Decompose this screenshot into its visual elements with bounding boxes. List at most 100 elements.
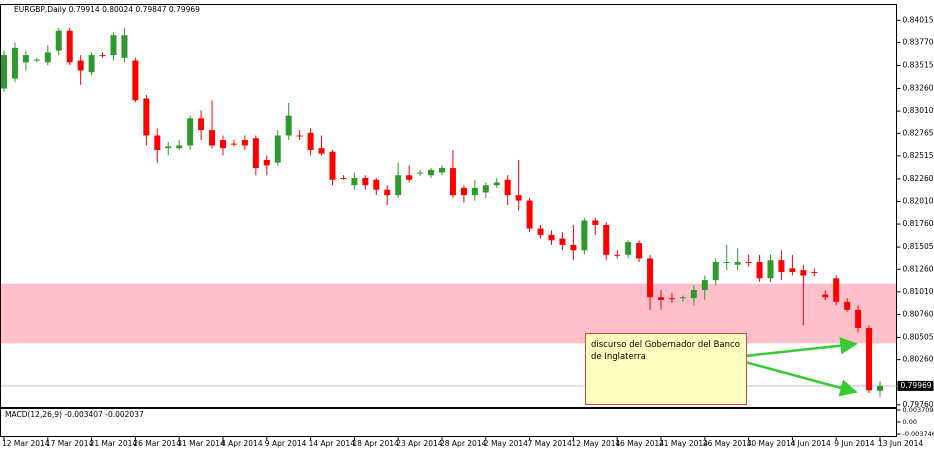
candle-body <box>471 187 478 196</box>
candle-body <box>373 179 380 190</box>
candle-body <box>285 115 292 136</box>
arrow <box>744 360 858 397</box>
candle-body <box>132 60 139 101</box>
x-tick-label: 26 May 2014 <box>703 439 752 448</box>
candle-body <box>460 187 467 196</box>
candle-body <box>877 385 883 391</box>
candle-body <box>679 297 686 299</box>
candle-body <box>712 262 719 281</box>
candle-body <box>88 55 95 73</box>
x-tick-label: 2 May 2014 <box>484 439 528 448</box>
y-tick-label: 0.82515 <box>903 151 934 160</box>
candle-body <box>121 35 128 58</box>
candle-body <box>77 60 84 71</box>
candle-body <box>811 271 818 273</box>
candle-body <box>154 135 161 150</box>
candle-body <box>384 189 391 196</box>
x-tick-label: 21 Mar 2014 <box>90 439 138 448</box>
y-tick-label: 0.84015 <box>903 15 934 24</box>
candle-body <box>439 168 445 173</box>
candle-body <box>701 280 708 291</box>
candle-body <box>756 262 763 279</box>
price-label: 0.79969 <box>901 381 932 390</box>
y-tick-label: 0.83010 <box>903 106 934 115</box>
candle-body <box>559 238 566 245</box>
symbol: EURGBP,Daily <box>14 5 67 14</box>
y-tick-label: 0.82010 <box>903 196 934 205</box>
candle-body <box>318 148 325 154</box>
candle-body <box>230 143 237 145</box>
macd-header: MACD(12,26,9) -0.003407 -0.002037 <box>5 410 144 419</box>
candle-body <box>636 243 643 259</box>
candle-body <box>493 182 500 186</box>
candle-body <box>55 30 62 51</box>
macd-pane <box>0 408 897 437</box>
annotation-box: discurso del Gobernador del Banco de Ing… <box>585 333 747 405</box>
y-tick-label: 0.83515 <box>903 60 934 69</box>
candle-body <box>767 260 774 279</box>
main-layer: 0.84015 0.83770 0.83515 0.83260 0.83010 0.827… <box>1 15 934 448</box>
candle-body <box>625 242 632 255</box>
candle-body <box>362 177 369 186</box>
candle-body <box>110 35 117 56</box>
y-tick-label: 0.83260 <box>903 84 934 93</box>
y-tick-label: 0.81010 <box>903 287 934 296</box>
candle-body <box>406 175 413 180</box>
candle-body <box>263 159 270 166</box>
price-zone <box>1 283 896 344</box>
candle-body <box>658 297 664 300</box>
candle-body <box>581 220 588 251</box>
candle-body <box>220 140 226 149</box>
x-tick-label: 18 Apr 2014 <box>352 439 399 448</box>
candle-body <box>504 179 511 196</box>
macd-tick-label: -0.003746 <box>903 430 934 438</box>
candle-body <box>647 258 654 298</box>
header-open: 0.79914 <box>69 5 100 14</box>
x-tick-label: 4 Apr 2014 <box>221 439 263 448</box>
x-tick-label: 30 May 2014 <box>747 439 796 448</box>
candle-body <box>668 298 675 300</box>
candle-body <box>800 270 807 276</box>
candle-body <box>734 262 741 265</box>
candle-body <box>537 228 544 235</box>
arrow <box>744 336 858 358</box>
candle-body <box>603 224 610 255</box>
header-close: 0.79969 <box>169 5 200 14</box>
y-tick-label: 0.79760 <box>903 400 934 409</box>
chart-header: EURGBP,Daily 0.79914 0.80024 0.79847 0.7… <box>14 5 200 14</box>
candle-body <box>614 254 621 256</box>
x-tick-label: 9 Jun 2014 <box>834 439 875 448</box>
candle-body <box>855 309 862 328</box>
candle-body <box>844 301 851 310</box>
macd-tick-label: 0.003709 <box>903 406 934 414</box>
x-tick-label: 9 Apr 2014 <box>265 439 307 448</box>
x-tick-label: 21 May 2014 <box>659 439 708 448</box>
y-tick-label: 0.81760 <box>903 219 934 228</box>
candle-body <box>1 55 7 89</box>
candle-body <box>143 98 150 136</box>
candle-body <box>198 118 205 131</box>
y-tick-label: 0.81260 <box>903 264 934 273</box>
x-tick-label: 23 Apr 2014 <box>396 439 443 448</box>
candle-body <box>351 177 358 186</box>
candle-body <box>165 146 172 149</box>
candle-body <box>22 55 29 63</box>
candle-body <box>33 59 40 61</box>
header-low: 0.79847 <box>135 5 166 14</box>
macd-tick-label: 0.00 <box>903 418 917 426</box>
candle-body <box>209 130 216 146</box>
candle-body <box>548 234 555 241</box>
x-tick-label: 12 May 2014 <box>571 439 620 448</box>
candle-body <box>866 327 873 391</box>
x-tick-label: 26 Mar 2014 <box>133 439 181 448</box>
candle-body <box>833 278 840 302</box>
candle-body <box>99 55 106 57</box>
candle-body <box>395 175 402 196</box>
candle-body <box>745 262 752 264</box>
candle-body <box>822 294 829 298</box>
candle-body <box>482 185 489 193</box>
price-label-bg <box>897 380 934 391</box>
candle-body <box>428 169 435 176</box>
macd-main: -0.003407 <box>64 410 103 419</box>
